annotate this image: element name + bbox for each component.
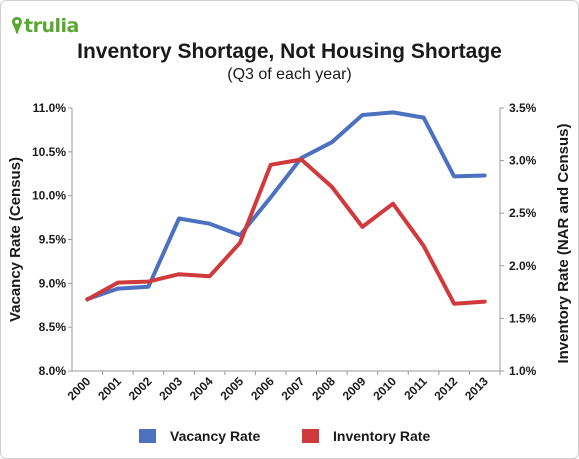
y-left-tick-label: 9.0% — [39, 276, 67, 290]
brand-name: trulia — [24, 15, 79, 37]
y-right-tick-label: 2.5% — [509, 206, 537, 220]
y-left-tick-label: 10.5% — [32, 145, 66, 159]
y-left-tick-label: 10.0% — [32, 189, 66, 203]
y-right-tick-label: 1.5% — [509, 311, 537, 325]
x-tick-label: 2006 — [248, 374, 277, 403]
series-line-inventory-rate — [85, 157, 487, 306]
x-tick-label: 2002 — [126, 374, 155, 403]
x-tick-label: 2012 — [431, 374, 460, 403]
x-tick-label: 2011 — [401, 374, 430, 403]
y-left-tick-label: 11.0% — [33, 101, 67, 115]
y-left-tick-label: 8.0% — [39, 364, 67, 378]
y-right-tick-label: 3.0% — [509, 154, 537, 168]
y-right-tick-label: 3.5% — [509, 101, 537, 115]
legend-item-vacancy-rate: Vacancy Rate — [139, 428, 260, 444]
x-tick-label: 2009 — [340, 374, 369, 403]
chart-subtitle: (Q3 of each year) — [227, 66, 352, 83]
x-tick-label: 2007 — [279, 374, 308, 403]
y-left-tick-label: 8.5% — [39, 320, 67, 334]
x-tick-label: 2013 — [462, 374, 491, 403]
series-line-vacancy-rate — [85, 110, 487, 302]
map-pin-icon — [12, 17, 22, 34]
x-tick-label: 2005 — [217, 374, 246, 403]
y-left-tick-label: 9.5% — [39, 233, 67, 247]
chart-title: Inventory Shortage, Not Housing Shortage — [77, 40, 502, 63]
x-tick-label: 2010 — [370, 374, 399, 403]
x-tick-label: 2008 — [309, 374, 338, 403]
legend-item-inventory-rate: Inventory Rate — [302, 428, 430, 444]
y-axis-right-title: Inventory Rate (NAR and Census) — [555, 123, 572, 363]
y-right-tick-label: 2.0% — [509, 259, 537, 273]
x-tick-label: 2001 — [95, 374, 124, 403]
x-tick-label: 2003 — [156, 374, 185, 403]
y-right-tick-label: 1.0% — [509, 364, 537, 378]
x-tick-label: 2000 — [65, 374, 94, 403]
x-tick-label: 2004 — [187, 374, 216, 403]
legend-label-vacancy-rate: Vacancy Rate — [170, 428, 261, 444]
legend-label-inventory-rate: Inventory Rate — [333, 428, 431, 444]
legend-swatch-inventory-rate — [302, 429, 319, 443]
legend-swatch-vacancy-rate — [139, 429, 156, 443]
trulia-logo: trulia — [11, 16, 79, 36]
y-axis-left-title: Vacancy Rate (Census) — [7, 157, 24, 322]
